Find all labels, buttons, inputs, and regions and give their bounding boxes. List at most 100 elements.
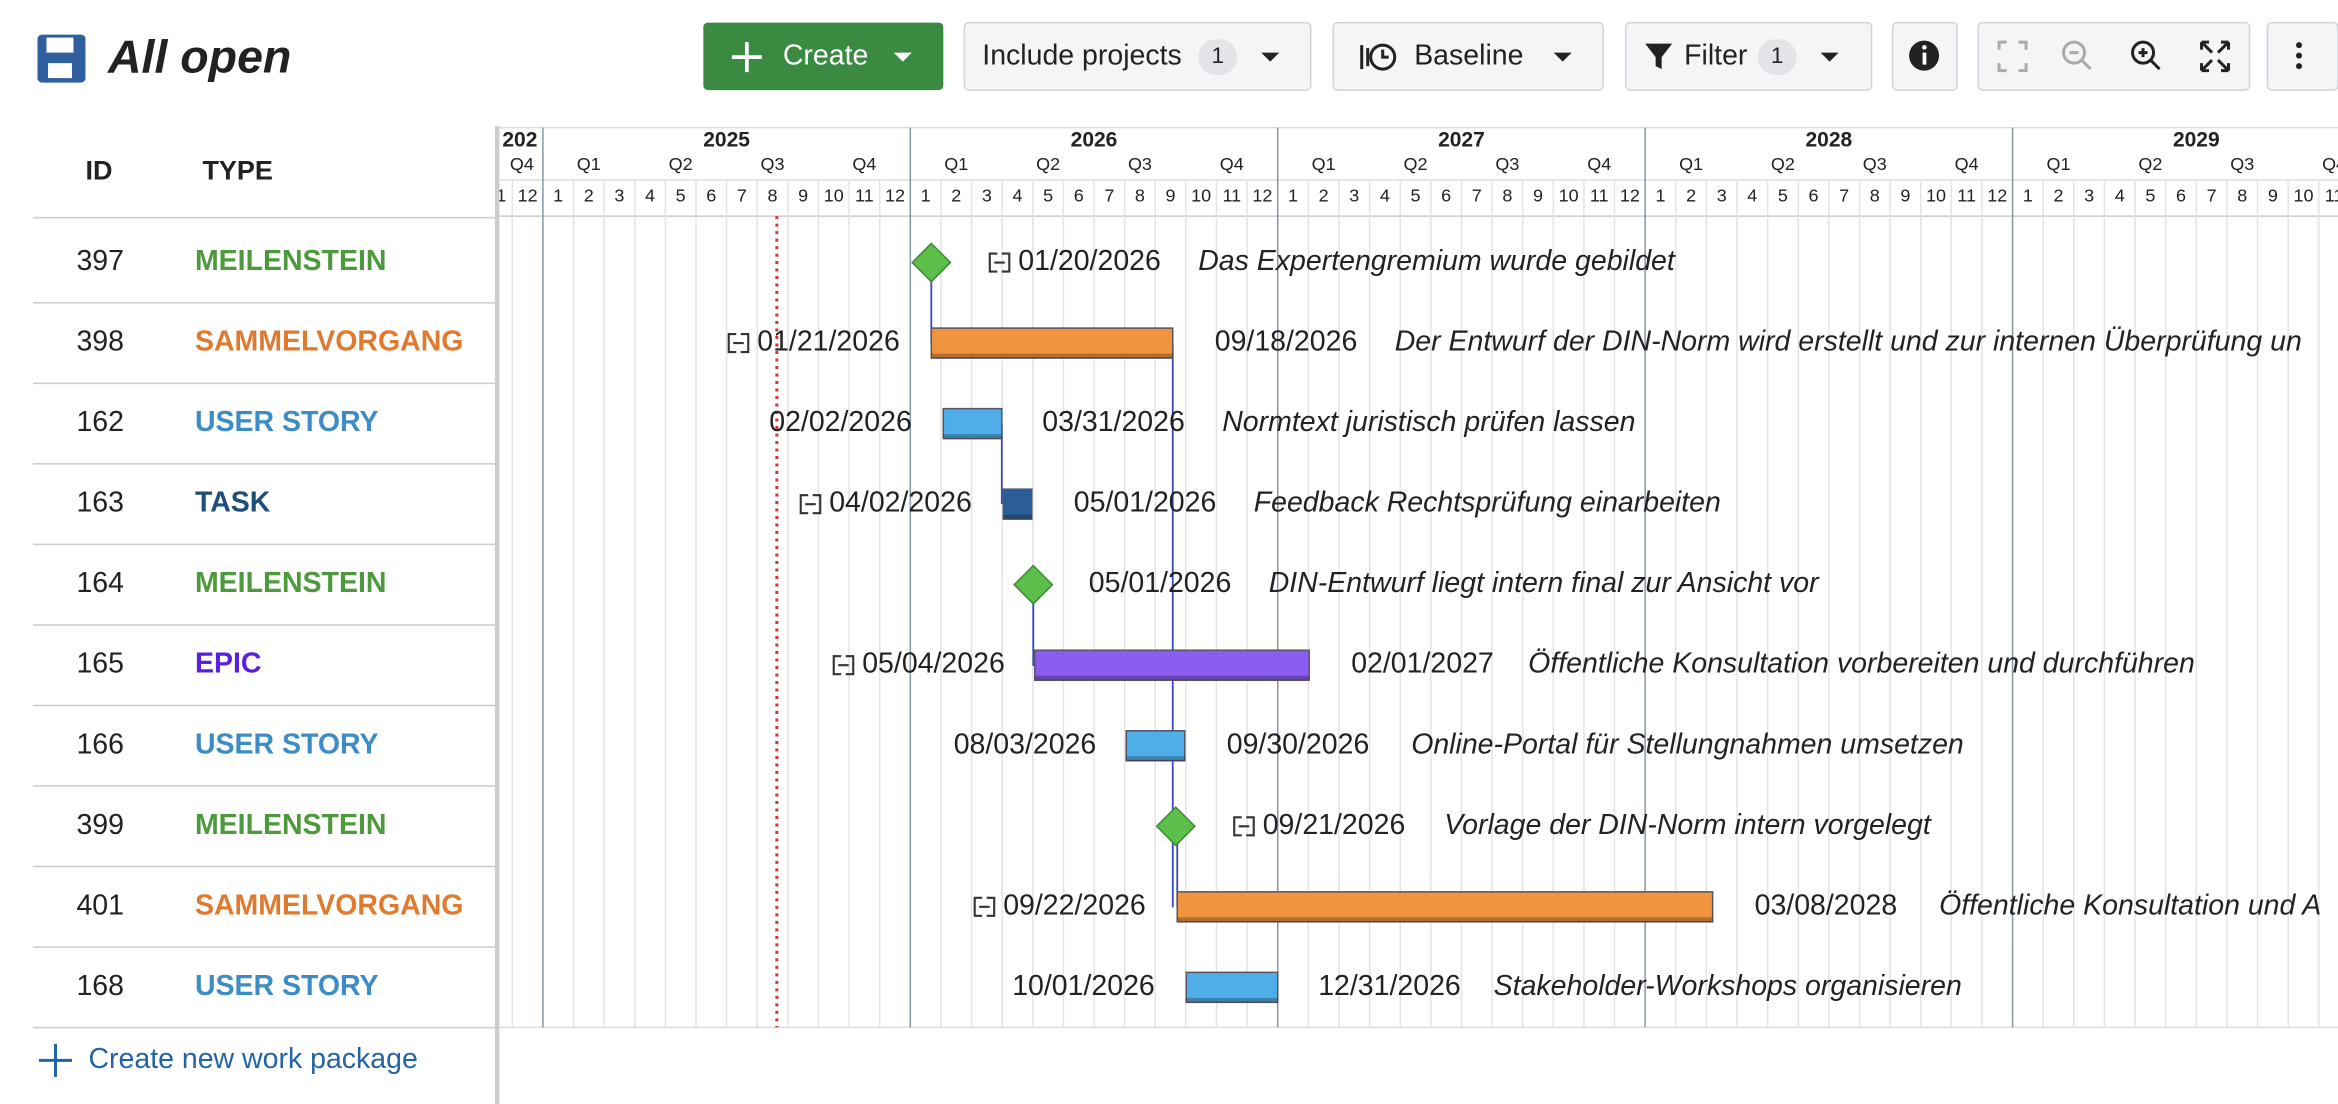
bar-shadow — [1126, 756, 1185, 761]
month-label: 6 — [2176, 185, 2186, 205]
end-date: 03/08/2028 — [1755, 889, 1898, 921]
end-date: 09/30/2026 — [1227, 728, 1370, 760]
year-label: 2025 — [703, 129, 750, 152]
month-label: 12 — [518, 185, 538, 205]
month-label: 2 — [584, 185, 594, 205]
quarter-label: Q2 — [2138, 154, 2162, 174]
end-date: 05/01/2026 — [1074, 487, 1217, 519]
month-label: 10 — [1559, 185, 1579, 205]
month-label: 7 — [737, 185, 747, 205]
include-projects-badge: 1 — [1211, 43, 1224, 68]
row-id[interactable]: 399 — [76, 809, 124, 841]
month-label: 1 — [1655, 185, 1665, 205]
row-id[interactable]: 397 — [76, 245, 124, 277]
month-label: 4 — [1012, 185, 1022, 205]
bar — [1176, 891, 1714, 923]
month-label: 11 — [1957, 185, 1976, 205]
month-label: 4 — [645, 185, 655, 205]
month-label: 6 — [1074, 185, 1084, 205]
milestone-date: 09/21/2026 — [1263, 809, 1406, 841]
month-label: 2 — [2053, 185, 2063, 205]
month-label: 8 — [1135, 185, 1145, 205]
bar-shadow — [943, 434, 1002, 439]
bar — [1125, 730, 1186, 762]
month-label: 5 — [676, 185, 686, 205]
row-id[interactable]: 398 — [76, 326, 124, 358]
start-date: 01/21/2026 — [757, 326, 900, 358]
month-label: 10 — [1926, 185, 1946, 205]
start-date: 10/01/2026 — [1012, 970, 1155, 1002]
month-label: 1 — [921, 185, 931, 205]
create-link: Create new work package — [88, 1043, 417, 1075]
quarter-label: Q2 — [669, 154, 693, 174]
row-type: SAMMELVORGANG — [195, 326, 463, 358]
quarter-label: Q1 — [1312, 154, 1336, 174]
filter-button[interactable]: Filter 1 — [1624, 21, 1873, 91]
quarter-label: Q4 — [1955, 154, 1979, 174]
more-button[interactable] — [2266, 21, 2338, 91]
month-label: 3 — [1717, 185, 1727, 205]
save-icon[interactable] — [37, 34, 86, 83]
milestone — [1155, 806, 1196, 847]
row-id[interactable]: 168 — [76, 970, 124, 1002]
bar — [1185, 971, 1279, 1004]
filter-badge: 1 — [1771, 43, 1784, 68]
quarter-label: Q1 — [2046, 154, 2070, 174]
month-label: 8 — [768, 185, 778, 205]
month-label: 12 — [885, 185, 905, 205]
month-label: 2 — [951, 185, 961, 205]
create-new-work-package[interactable]: Create new work package — [38, 1043, 418, 1077]
month-label: 8 — [1502, 185, 1512, 205]
row-id[interactable]: 165 — [76, 648, 124, 680]
bar-shadow — [1177, 917, 1713, 922]
month-label: 1 — [1288, 185, 1298, 205]
month-label: 9 — [1166, 185, 1176, 205]
row-type: MEILENSTEIN — [195, 567, 387, 599]
end-date: 09/18/2026 — [1215, 326, 1358, 358]
quarter-label: Q3 — [1495, 154, 1519, 174]
row-id[interactable]: 401 — [76, 889, 124, 921]
baseline-button[interactable]: Baseline — [1332, 21, 1604, 91]
start-date: 04/02/2026 — [829, 487, 972, 519]
month-label: 5 — [1411, 185, 1421, 205]
year-label: 2029 — [2173, 129, 2220, 152]
month-label: 5 — [1043, 185, 1053, 205]
quarter-label: Q3 — [761, 154, 785, 174]
row-id[interactable]: 166 — [76, 728, 124, 760]
month-label: 11 — [2325, 185, 2338, 205]
row-type: USER STORY — [195, 728, 379, 760]
subject: Stakeholder-Workshops organisieren — [1494, 970, 1962, 1002]
month-label: 7 — [1839, 185, 1849, 205]
row-id[interactable]: 162 — [76, 406, 124, 438]
baseline-label: Baseline — [1414, 40, 1523, 72]
month-label: 3 — [2084, 185, 2094, 205]
column-header[interactable]: TYPE — [202, 156, 272, 186]
end-date: 02/01/2027 — [1351, 648, 1494, 680]
month-label: 11 — [1590, 185, 1609, 205]
zoom-buttons[interactable] — [1977, 21, 2251, 91]
create-button[interactable]: Create — [703, 22, 944, 91]
bar-shadow — [931, 353, 1173, 359]
include-projects-button[interactable]: Include projects 1 — [963, 21, 1312, 91]
month-label: 10 — [2293, 185, 2313, 205]
quarter-label: Q2 — [1036, 154, 1060, 174]
quarter-label: Q2 — [1771, 154, 1795, 174]
month-label: 2 — [1319, 185, 1329, 205]
month-label: 11 — [855, 185, 874, 205]
milestone-date: 01/20/2026 — [1018, 245, 1161, 277]
month-label: 3 — [1349, 185, 1359, 205]
row-id[interactable]: 163 — [76, 487, 124, 519]
column-header[interactable]: ID — [85, 156, 112, 186]
quarter-label: Q4 — [852, 154, 876, 174]
month-label: 4 — [1747, 185, 1757, 205]
bar — [1002, 488, 1033, 520]
subject: Öffentliche Konsultation und A — [1939, 889, 2321, 921]
month-label: 5 — [2145, 185, 2155, 205]
month-label: 1 — [2023, 185, 2033, 205]
month-label: 6 — [1441, 185, 1451, 205]
quarter-label: Q1 — [1679, 154, 1703, 174]
bar — [1034, 649, 1310, 681]
info-button[interactable] — [1891, 21, 1958, 91]
row-id[interactable]: 164 — [76, 567, 124, 599]
